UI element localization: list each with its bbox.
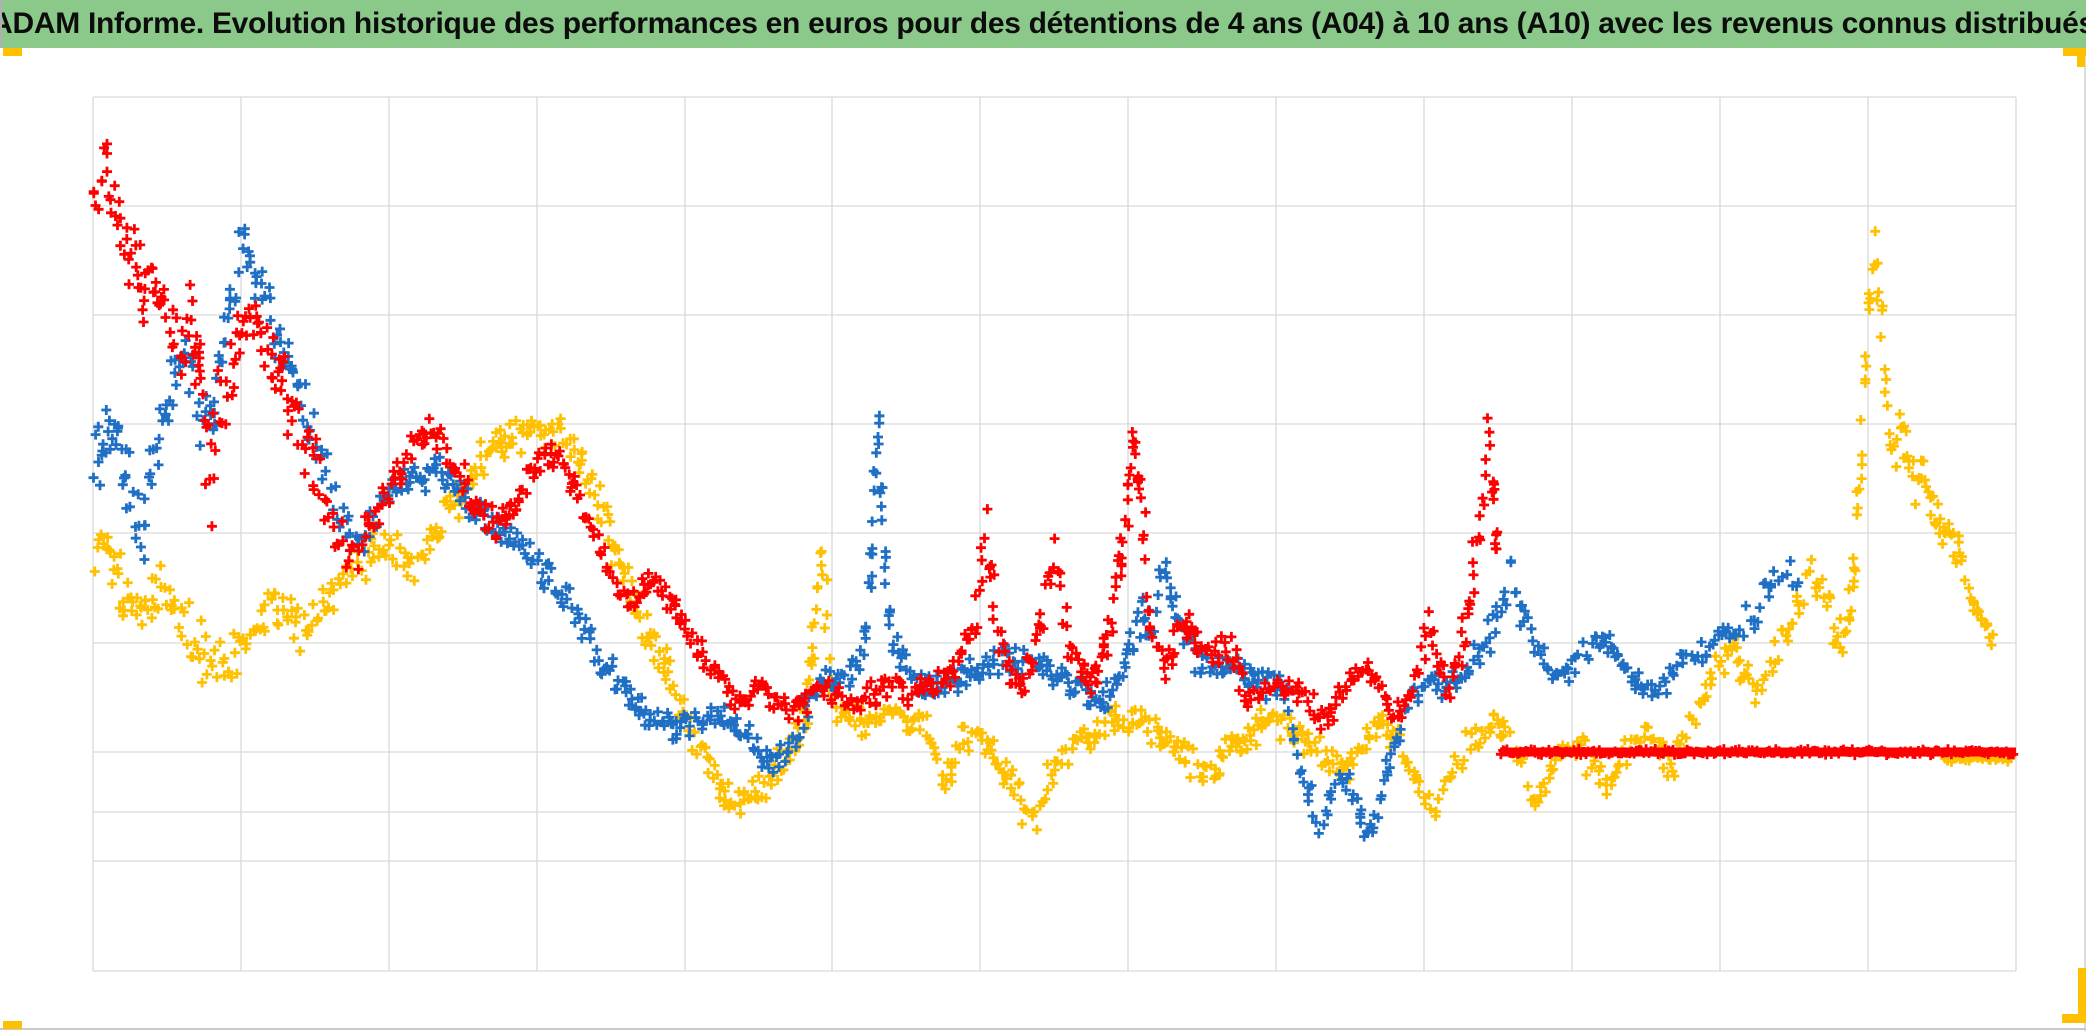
accent-mark-bottom-left: [3, 1021, 22, 1029]
chart-title-bar: ADAM Informe. Evolution historique des p…: [0, 0, 2086, 48]
bottom-edge-line: [0, 1028, 2086, 1030]
accent-mark-top-left: [3, 48, 22, 56]
right-edge-line: [2084, 48, 2086, 1031]
series-layer: [88, 138, 2019, 842]
accent-mark-bottom-right-h: [2062, 1014, 2086, 1023]
accent-mark-top-right-h: [2063, 48, 2086, 56]
accent-mark-bottom-right-v: [2078, 968, 2086, 1023]
series-gold: [89, 226, 2016, 835]
series-red: [88, 138, 2019, 761]
gridlines: [92, 96, 2017, 972]
accent-mark-top-right-v: [2077, 48, 2085, 67]
chart-title: ADAM Informe. Evolution historique des p…: [0, 7, 2086, 40]
left-edge-line: [0, 0, 2, 48]
